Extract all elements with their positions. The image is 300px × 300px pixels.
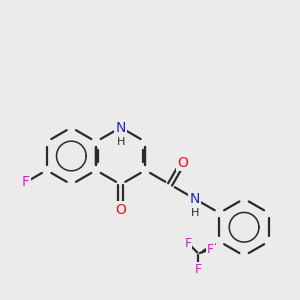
Text: N: N: [190, 192, 200, 206]
Text: F: F: [207, 243, 214, 256]
Text: F: F: [195, 263, 202, 276]
Text: N: N: [116, 121, 126, 134]
Text: F: F: [22, 176, 30, 189]
Text: H: H: [116, 137, 125, 147]
Text: O: O: [177, 156, 188, 170]
Text: O: O: [115, 202, 126, 217]
Text: F: F: [184, 237, 191, 250]
Text: H: H: [190, 208, 199, 218]
